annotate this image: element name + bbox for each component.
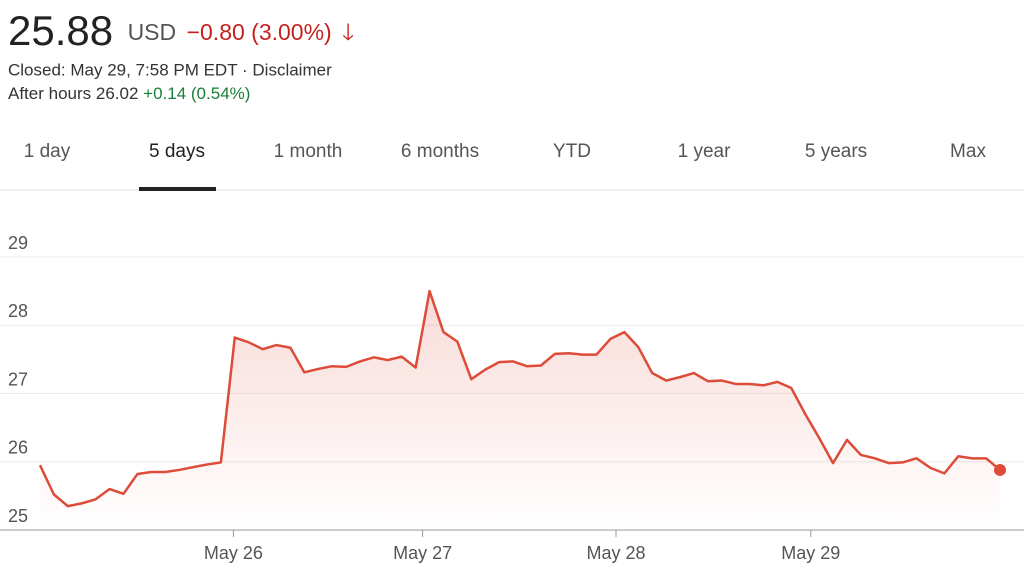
header-line: 25.88 USD −0.80 (3.00%) 🡓	[8, 7, 354, 54]
currency: USD	[128, 19, 177, 45]
after-hours-change: +0.14 (0.54%)	[143, 84, 250, 103]
after-hours: After hours 26.02 +0.14 (0.54%)	[8, 84, 250, 103]
x-tick-label: May 27	[393, 543, 452, 563]
change: −0.80 (3.00%)	[187, 19, 332, 45]
tab[interactable]: 5 years	[805, 141, 867, 162]
area	[40, 291, 1000, 530]
tab[interactable]: 1 month	[274, 141, 343, 162]
y-tick-label: 27	[8, 369, 28, 389]
last-point	[994, 463, 1006, 476]
y-tick-label: 28	[8, 301, 28, 321]
tab[interactable]: 1 day	[24, 141, 71, 162]
after-hours-label: After hours 26.02	[8, 84, 138, 103]
y-tick-label: 25	[8, 506, 28, 526]
tab[interactable]: 6 months	[401, 141, 479, 162]
tab[interactable]: Max	[950, 141, 986, 162]
x-tick-label: May 28	[586, 543, 645, 563]
tab-bar: 1 day 5 days 1 month 6 months YTD 1 year 5 yea…	[24, 141, 986, 191]
y-tick-label: 29	[8, 233, 28, 253]
closed-info: Closed: May 29, 7:58 PM EDT · Disclaimer	[8, 60, 332, 79]
x-tick-label: May 29	[781, 543, 840, 563]
y-tick-label: 26	[8, 438, 28, 458]
price-line	[38, 289, 1001, 508]
x-tick-label: May 26	[204, 543, 263, 563]
tab[interactable]: YTD	[553, 141, 591, 162]
tab-indicator	[139, 187, 216, 191]
tab[interactable]: 5 days	[149, 141, 205, 162]
tab[interactable]: 1 year	[678, 141, 731, 162]
plot: 25 26 27 28 29 May 26 May 27 May 28 May 29	[0, 233, 1024, 563]
price: 25.88	[8, 7, 113, 54]
down-arrow: 🡓	[342, 19, 354, 45]
